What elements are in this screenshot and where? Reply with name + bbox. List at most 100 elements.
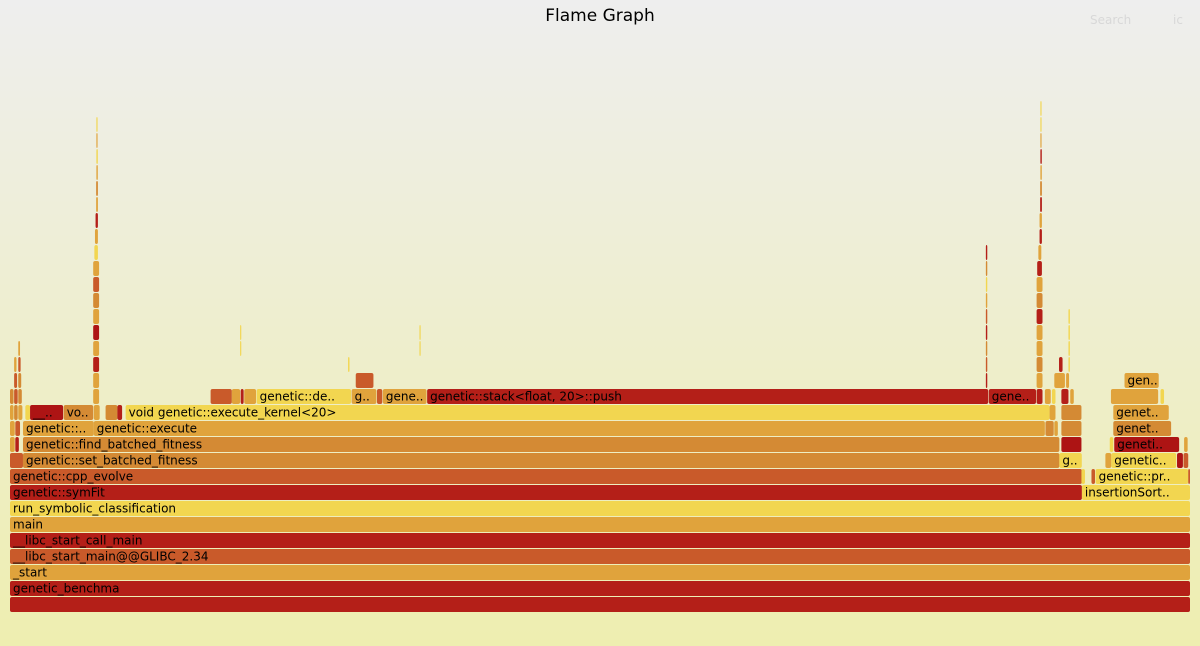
flame-frame-rect[interactable] xyxy=(10,517,1190,532)
flame-frame-rect[interactable] xyxy=(10,389,14,404)
flame-frame[interactable] xyxy=(1039,229,1042,244)
flame-frame[interactable]: gene.. xyxy=(988,389,1037,404)
flame-frame-rect[interactable] xyxy=(96,197,98,212)
flame-frame-rect[interactable] xyxy=(244,389,257,404)
flame-frame-rect[interactable] xyxy=(14,373,18,388)
flame-frame[interactable] xyxy=(1040,101,1042,116)
flame-frame-rect[interactable] xyxy=(376,389,383,404)
flame-frame[interactable] xyxy=(1068,357,1070,372)
flame-frame[interactable] xyxy=(18,389,22,404)
flame-frame-rect[interactable] xyxy=(985,357,988,372)
flame-frame[interactable] xyxy=(985,245,988,260)
flame-frame[interactable] xyxy=(10,437,15,452)
flame-frame[interactable] xyxy=(1110,389,1159,404)
flame-frame[interactable] xyxy=(1044,389,1051,404)
flame-frame[interactable]: genetic_benchma xyxy=(10,581,1190,596)
flame-frame-rect[interactable] xyxy=(10,437,15,452)
flame-frame-rect[interactable] xyxy=(1040,197,1042,212)
flame-frame-rect[interactable] xyxy=(985,293,988,308)
flame-frame-rect[interactable] xyxy=(1183,453,1189,468)
flame-frame-rect[interactable] xyxy=(1177,453,1183,468)
flame-frame[interactable] xyxy=(1040,133,1042,148)
flame-frame[interactable] xyxy=(1188,469,1190,484)
flame-frame[interactable]: genetic::stack<float, 20>::push xyxy=(427,389,989,404)
flame-frame-rect[interactable] xyxy=(1051,389,1056,404)
flame-frame[interactable] xyxy=(96,133,98,148)
flame-frame-rect[interactable] xyxy=(18,405,23,420)
flame-frame-rect[interactable] xyxy=(1105,453,1112,468)
flame-frame-rect[interactable] xyxy=(10,405,14,420)
flame-frame-rect[interactable] xyxy=(1036,293,1043,308)
flame-frame[interactable] xyxy=(1040,149,1042,164)
flame-frame[interactable] xyxy=(93,341,100,356)
flame-frame-rect[interactable] xyxy=(256,389,352,404)
flame-frame-rect[interactable] xyxy=(1036,309,1043,324)
flame-frame-rect[interactable] xyxy=(93,341,100,356)
flame-frame-rect[interactable] xyxy=(1044,389,1051,404)
flame-frame[interactable]: _start xyxy=(10,565,1190,580)
flame-frame[interactable]: genetic::find_batched_fitness xyxy=(22,437,1060,452)
flame-frame[interactable] xyxy=(1068,309,1070,324)
flame-frame-rect[interactable] xyxy=(1040,149,1042,164)
flame-frame[interactable] xyxy=(1036,325,1043,340)
flame-frame-rect[interactable] xyxy=(93,373,100,388)
flame-frame[interactable] xyxy=(240,389,244,404)
flame-frame-rect[interactable] xyxy=(93,277,100,292)
flame-frame-rect[interactable] xyxy=(419,325,421,340)
flame-frame-rect[interactable] xyxy=(210,389,232,404)
flame-frame[interactable] xyxy=(1039,213,1042,228)
flame-frame-rect[interactable] xyxy=(985,277,988,292)
flame-frame[interactable] xyxy=(1160,389,1165,404)
flame-frame[interactable] xyxy=(93,309,100,324)
flame-frame-rect[interactable] xyxy=(1036,373,1043,388)
flame-frame-rect[interactable] xyxy=(1113,405,1169,420)
flame-frame-rect[interactable] xyxy=(96,117,98,132)
flame-frame[interactable] xyxy=(419,325,421,340)
flame-frame-rect[interactable] xyxy=(1040,133,1042,148)
flame-frame-rect[interactable] xyxy=(1039,229,1042,244)
flame-frame-rect[interactable] xyxy=(93,309,100,324)
flame-frame-rect[interactable] xyxy=(93,421,1045,436)
flame-frame-rect[interactable] xyxy=(18,341,21,356)
flame-frame-rect[interactable] xyxy=(94,229,98,244)
flame-frame-rect[interactable] xyxy=(95,213,98,228)
flame-frame[interactable]: __libc_start_main@@GLIBC_2.34 xyxy=(10,549,1190,564)
flame-frame[interactable] xyxy=(93,325,100,340)
flame-frame-rect[interactable] xyxy=(15,437,19,452)
flame-frame[interactable] xyxy=(94,245,98,260)
flame-frame[interactable] xyxy=(1040,181,1042,196)
flame-frame[interactable] xyxy=(10,389,14,404)
flame-frame[interactable] xyxy=(14,405,18,420)
flame-frame-rect[interactable] xyxy=(1113,421,1172,436)
flame-frame[interactable] xyxy=(18,405,23,420)
flame-frame[interactable]: run_symbolic_classification xyxy=(10,501,1190,516)
flame-frame[interactable]: genet.. xyxy=(1113,405,1169,420)
flame-frame[interactable] xyxy=(1061,405,1082,420)
flame-frame[interactable] xyxy=(1036,373,1043,388)
flame-frame[interactable] xyxy=(25,405,31,420)
flame-frame-rect[interactable] xyxy=(10,469,1082,484)
flame-frame[interactable]: gen.. xyxy=(1124,373,1159,388)
flame-frame-rect[interactable] xyxy=(1040,165,1042,180)
flame-frame-rect[interactable] xyxy=(1068,325,1070,340)
flame-frame-rect[interactable] xyxy=(1066,373,1070,388)
ignore-case-toggle[interactable]: ic xyxy=(1173,13,1183,27)
flame-frame[interactable] xyxy=(1037,261,1042,276)
flame-frame-rect[interactable] xyxy=(10,501,1190,516)
flame-frame[interactable] xyxy=(244,389,257,404)
flame-frame-rect[interactable] xyxy=(1188,469,1190,484)
search-button[interactable]: Search xyxy=(1090,13,1132,27)
flame-frame-rect[interactable] xyxy=(419,341,421,356)
flame-frame-rect[interactable] xyxy=(240,325,242,340)
flame-frame[interactable]: insertionSort.. xyxy=(1081,485,1190,500)
flame-frame-rect[interactable] xyxy=(231,389,241,404)
flame-frame-rect[interactable] xyxy=(1160,389,1165,404)
flame-frame[interactable] xyxy=(15,421,21,436)
flame-frame[interactable] xyxy=(1105,453,1112,468)
flame-frame[interactable] xyxy=(210,389,232,404)
flame-frame[interactable] xyxy=(1068,325,1070,340)
flame-frame-rect[interactable] xyxy=(30,405,64,420)
flame-frame-rect[interactable] xyxy=(1061,389,1069,404)
flame-frame[interactable] xyxy=(1054,373,1065,388)
flame-frame[interactable] xyxy=(985,373,988,388)
